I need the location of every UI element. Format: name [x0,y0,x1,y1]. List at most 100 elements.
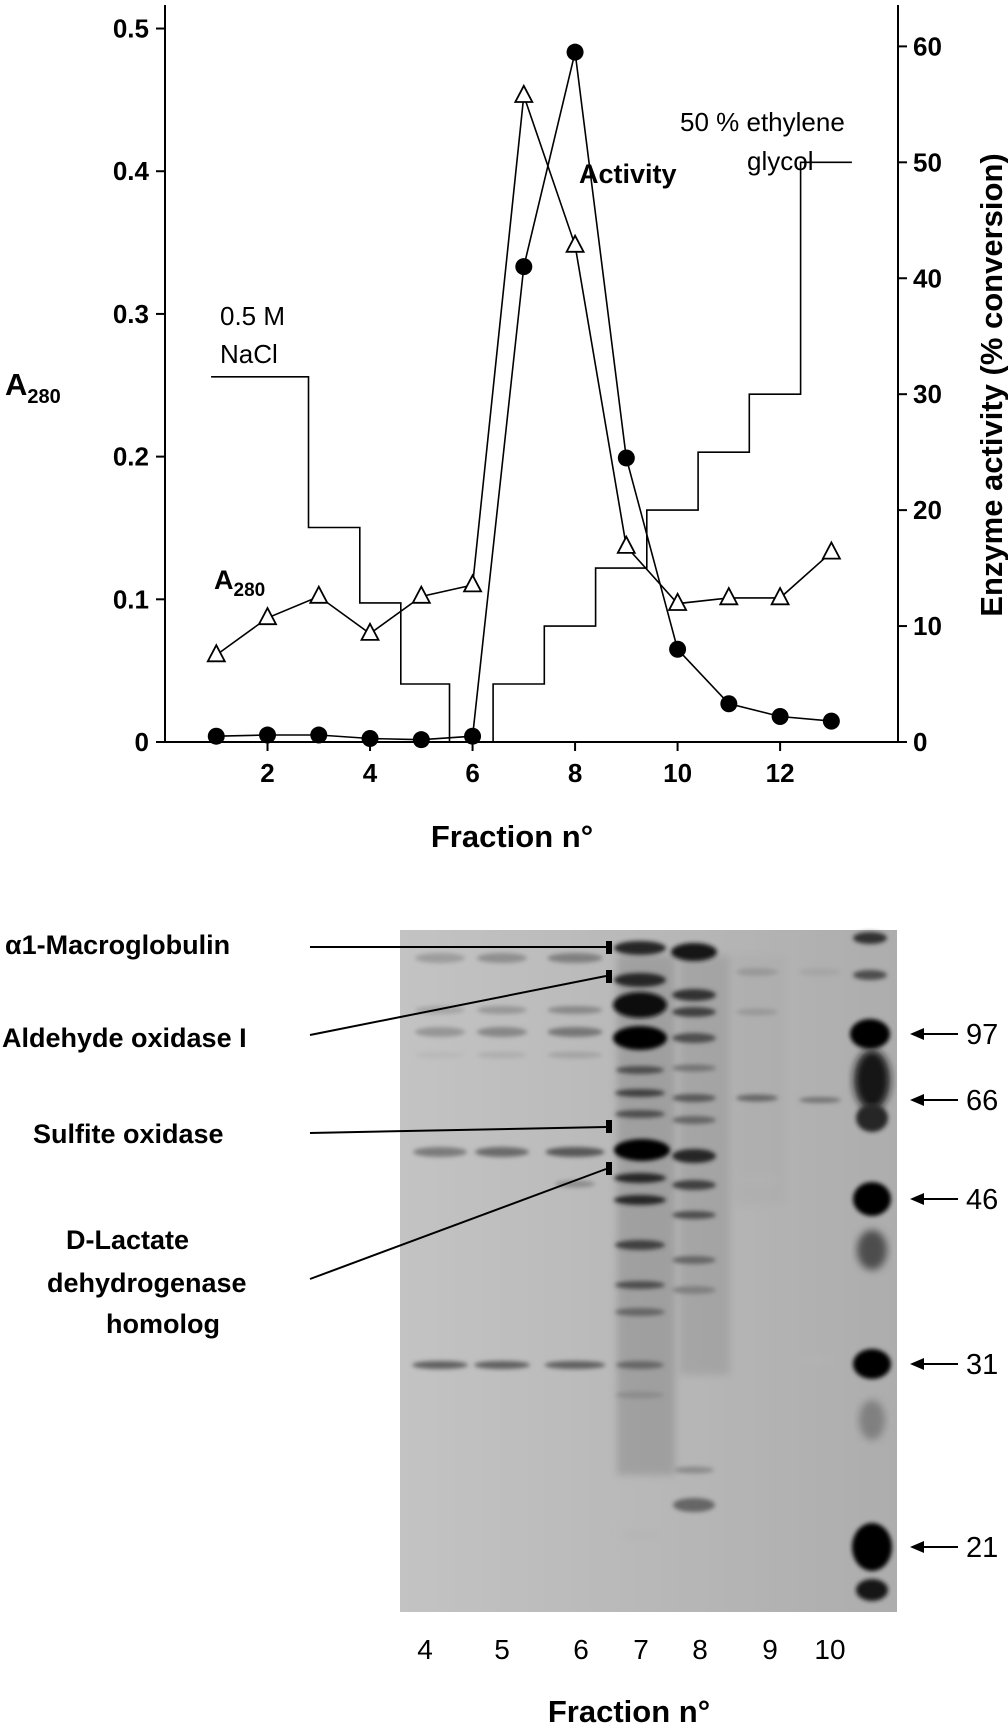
lane-label-10: 10 [814,1634,845,1665]
axis-ticks: 2 4 6 8 10 12 0 0.1 0.2 0.3 0.4 0.5 0 10 20 30 40 50 60 [113,14,942,788]
svg-text:21: 21 [966,1532,998,1564]
a280-point [411,584,432,604]
activity-point [207,727,225,745]
nacl-annotation-line2: NaCl [220,339,278,369]
gradient-step-series [211,161,852,743]
a280-point [565,233,586,253]
activity-point [310,726,328,744]
gel-band [544,1361,606,1369]
data-markers [206,43,842,749]
gel-lane-smear [735,955,785,1205]
activity-point [771,707,789,725]
gel-band [547,953,603,963]
gel-band [415,1051,465,1059]
marker-97: 97 [910,1019,998,1051]
leader-aldehyde-oxidase [309,975,607,1036]
left-y-tick-label: 0.4 [113,156,150,186]
leader-sulfite-oxidase [309,1126,607,1134]
activity-point [361,730,379,748]
gel-band [477,953,527,963]
gel-band [736,1094,778,1102]
label-sulfite-oxidase: Sulfite oxidase [33,1119,224,1149]
gel-band [547,1027,603,1037]
a280-point [616,534,637,554]
gel-band [672,1256,716,1264]
gel-band [412,1361,468,1369]
gel-band [856,1579,888,1601]
label-homolog: homolog [106,1309,220,1339]
marker-31: 31 [910,1349,998,1381]
label-alpha1-macroglobulin: α1-Macroglobulin [5,930,230,960]
gel-band [672,1149,716,1163]
marker-46: 46 [910,1184,998,1216]
gel-band [672,1094,716,1102]
a280-point [462,573,483,593]
gel-band [615,1281,665,1289]
gel-band [614,1139,670,1161]
gel-band [614,941,666,955]
gel-band [671,943,717,961]
svg-text:46: 46 [966,1184,998,1216]
gel-band [613,1026,667,1050]
x-tick-label: 12 [766,758,795,788]
gel-band [853,970,887,980]
lane-label-9: 9 [762,1634,778,1665]
a280-point [718,586,739,606]
gel-band [620,1532,660,1538]
gel-band [615,1089,665,1097]
gel-band [853,1182,891,1216]
right-y-tick-label: 10 [913,611,942,641]
gel-band [674,1466,714,1474]
a280-point [206,643,227,663]
gel-band [615,1110,665,1118]
right-y-tick-label: 40 [913,263,942,293]
nacl-annotation-line1: 0.5 M [220,301,285,331]
gel-band [616,1391,664,1399]
svg-text:66: 66 [966,1085,998,1117]
gel-band [736,1008,778,1016]
gel-band [672,1286,716,1294]
gel-band [859,1400,885,1440]
a280-line [215,95,832,656]
x-tick-label: 8 [568,758,582,788]
left-y-tick-label: 0.3 [113,299,149,329]
a280-series-label: A280 [214,565,265,601]
gel-band [477,1006,527,1014]
band-tick-sulfite-oxidase [606,1120,612,1133]
gel-band [614,1173,666,1183]
left-y-tick-label: 0.2 [113,442,149,472]
gel-band [415,953,465,963]
label-dehydrogenase: dehydrogenase [47,1268,247,1298]
left-y-tick-label: 0.1 [113,584,149,614]
gel-band [613,992,667,1018]
chromatography-chart: 2 4 6 8 10 12 0 0.1 0.2 0.3 0.4 0.5 0 10 20 30 40 50 60 Fr… [5,5,1008,854]
gel-band [547,1006,603,1014]
gradient-step-line [211,161,852,743]
band-tick-aldehyde-oxidase [606,970,612,983]
activity-point [669,640,687,658]
a280-point [667,591,688,611]
right-y-tick-label: 50 [913,147,942,177]
lane-label-6: 6 [573,1634,589,1665]
x-tick-label: 6 [465,758,479,788]
x-axis-title: Fraction n° [431,819,593,854]
lane-label-8: 8 [692,1634,708,1665]
right-y-tick-label: 60 [913,31,942,61]
a280-point [770,586,791,606]
gel-band [857,1230,887,1270]
gel-band [615,1240,665,1250]
marker-66: 66 [910,1085,998,1117]
a280-point [513,83,534,103]
gel-band [736,1177,778,1183]
gel-band [852,1523,892,1571]
gel-band [799,1357,841,1363]
gel-band [477,1027,527,1037]
activity-point [720,695,738,713]
activity-point [412,731,430,749]
x-tick-label: 10 [663,758,692,788]
label-d-lactate: D-Lactate [66,1225,189,1255]
gel-band [850,1019,890,1049]
band-tick-macroglobulin [606,941,612,954]
activity-point [822,712,840,730]
